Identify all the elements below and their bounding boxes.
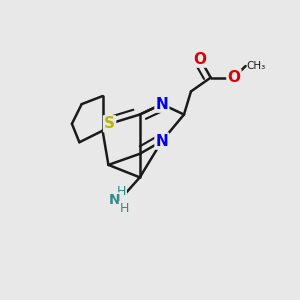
Text: H: H bbox=[117, 185, 126, 198]
Text: N: N bbox=[155, 134, 168, 148]
Text: CH₃: CH₃ bbox=[247, 61, 266, 71]
Text: H: H bbox=[119, 202, 129, 214]
Text: S: S bbox=[104, 116, 115, 131]
Text: N: N bbox=[109, 193, 121, 207]
Text: O: O bbox=[227, 70, 241, 85]
Text: N: N bbox=[155, 97, 168, 112]
Text: O: O bbox=[194, 52, 207, 67]
